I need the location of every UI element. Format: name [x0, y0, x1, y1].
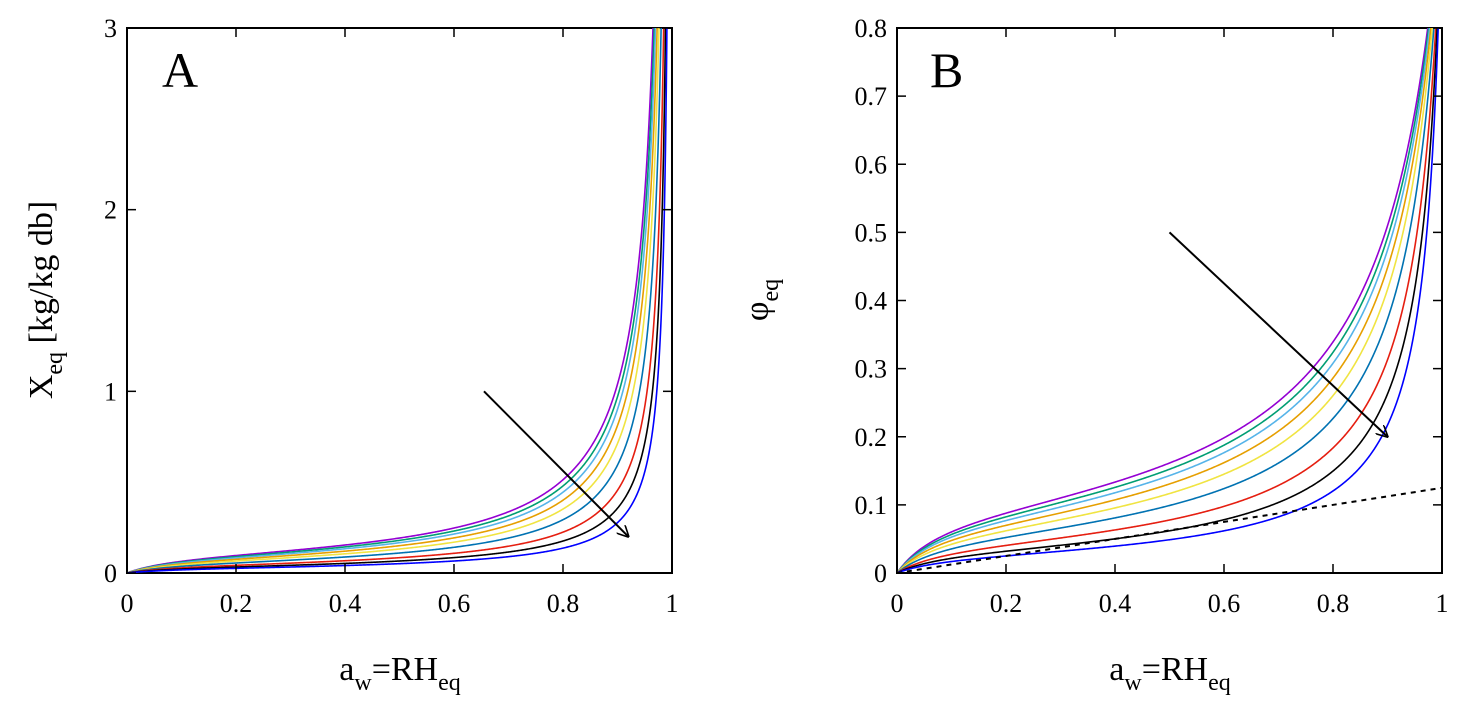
panel-a-series-curve-1 [127, 28, 654, 573]
panel-b-series-curve-8 [897, 28, 1438, 573]
panel-b-trend-arrow [1168, 231, 1388, 436]
panel-a-series-curve-3 [127, 28, 657, 573]
panel-a-letter: A [162, 42, 198, 98]
panel-b-series-curve-6 [897, 28, 1435, 573]
panel-a-series-curve-8 [127, 28, 667, 573]
panel-a-series-curve-4 [127, 28, 658, 573]
panel-a-y-axis-label-sub: eq [42, 352, 68, 375]
panel-a-trend-arrow [483, 390, 628, 536]
panel-b-y-tick-label: 0.4 [855, 287, 888, 316]
panel-b-x-axis-label-sub: w [1124, 670, 1142, 696]
panel-b-x-tick-label: 1 [1436, 589, 1449, 618]
panel-a-series-curve-2 [127, 28, 656, 573]
panel-a-series-curve-9 [127, 28, 668, 573]
panel-a-x-axis-label: aw=RHeq [339, 651, 461, 696]
panel-b-y-tick-label: 0.1 [855, 491, 888, 520]
panel-a-curves [127, 28, 668, 573]
panel-b-series-curve-7 [897, 28, 1437, 573]
panel-b-ticks: 0 0.2 0.4 0.6 0.8 1 0 0.1 0.2 0.3 0.4 0.5 0.6 0.7 0.8 [855, 14, 1449, 618]
panel-a-y-axis-label-unit: [kg/kg db] [23, 201, 60, 352]
panel-b-y-tick-label: 0 [874, 559, 887, 588]
panel-a-y-tick-label: 3 [104, 14, 117, 43]
panel-a-x-tick-label: 0.2 [220, 589, 253, 618]
panel-b-x-tick-label: 0.4 [1099, 589, 1132, 618]
panel-a-frame [126, 27, 673, 574]
panel-b-y-tick-label: 0.7 [855, 82, 888, 111]
panel-b-x-axis-label: aw=RHeq [1109, 651, 1231, 696]
panel-a-y-tick-label: 1 [104, 377, 117, 406]
panel-b-y-tick-label: 0.8 [855, 14, 888, 43]
panel-b-series-curve-2 [897, 28, 1430, 573]
panel-b-series-curve-9 [897, 28, 1439, 573]
panel-b-plot-border [896, 27, 1443, 574]
panel-b-curves [897, 28, 1442, 573]
panel-b-y-tick-label: 0.6 [855, 150, 888, 179]
panel-a-x-axis-label-main: a [339, 651, 354, 688]
panel-a-y-axis-label-main: X [23, 375, 60, 400]
panel-b-y-tick-label: 0.5 [855, 218, 888, 247]
panel-a-x-tick-label: 0 [121, 589, 134, 618]
panel-a-x-axis-label-sub: w [354, 670, 372, 696]
panel-b-x-axis-label-main: a [1109, 651, 1124, 688]
panel-b-x-tick-label: 0 [891, 589, 904, 618]
panel-a-x-tick-label: 0.8 [547, 589, 580, 618]
panel-a-x-axis-label-sub2: eq [438, 670, 461, 696]
panel-b-dashed-reference-line [897, 486, 1442, 573]
panel-b-y-tick-label: 0.3 [855, 355, 888, 384]
panel-a-plot-border [126, 27, 673, 574]
panel-b-x-axis-label-mid: =RH [1142, 651, 1208, 688]
panel-a-ticks: 0 0.2 0.4 0.6 0.8 1 0 1 2 3 [104, 14, 679, 618]
panel-b-series-curve-3 [897, 28, 1431, 573]
panel-a-x-tick-label: 0.6 [438, 589, 471, 618]
panel-b: 0 0.2 0.4 0.6 0.8 100.10.20.30.40.50.60.70.8 … [739, 14, 1449, 696]
panel-b-x-axis-label-sub2: eq [1208, 670, 1231, 696]
panel-a-y-axis-label: Xeq [kg/kg db] [23, 201, 68, 399]
panel-b-x-tick-label: 0.2 [990, 589, 1023, 618]
panel-a-series-curve-6 [127, 28, 662, 573]
panel-a-y-tick-label: 0 [104, 559, 117, 588]
panel-b-y-axis-label-sub: eq [758, 279, 784, 302]
panel-a-series-curve-5 [127, 28, 660, 573]
panel-a-y-tick-label: 2 [104, 196, 117, 225]
panel-a-x-tick-label: 1 [666, 589, 679, 618]
panel-a-annotations [483, 390, 628, 536]
panel-a-x-axis-label-mid: =RH [372, 651, 438, 688]
panel-b-series-curve-5 [897, 28, 1434, 573]
panel-b-y-tick-label: 0.2 [855, 423, 888, 452]
panel-b-series-curve-4 [897, 28, 1432, 573]
panel-b-y-axis-label-main: φ [739, 302, 776, 322]
panel-b-letter: B [930, 42, 963, 98]
panel-a-x-tick-label: 0.4 [329, 589, 362, 618]
panel-b-series-curve-1 [897, 28, 1429, 573]
panel-a-series-curve-7 [127, 28, 665, 573]
panel-b-frame [896, 27, 1443, 574]
panel-b-y-axis-label: φeq [739, 279, 784, 321]
panel-b-x-tick-label: 0.8 [1317, 589, 1350, 618]
panel-b-x-tick-label: 0.6 [1208, 589, 1241, 618]
panel-b-annotations [1168, 231, 1388, 436]
